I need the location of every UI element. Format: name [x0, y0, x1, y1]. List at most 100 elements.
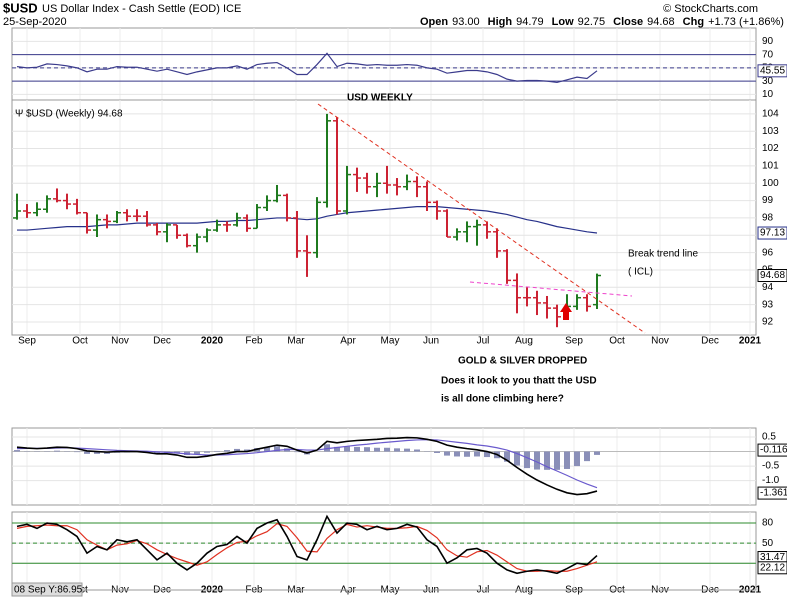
- histogram-bar: [224, 450, 230, 452]
- value-tag: 94.68: [760, 270, 785, 281]
- histogram-bar: [544, 451, 550, 470]
- support-line: [469, 281, 633, 297]
- histogram-bar: [394, 448, 400, 452]
- histogram-bar: [434, 451, 440, 453]
- y-tick-label: 96: [762, 247, 774, 258]
- histogram-bar: [214, 450, 220, 452]
- value-tag: 22.12: [760, 562, 785, 573]
- date: 25-Sep-2020: [3, 16, 67, 28]
- y-tick-label: 70: [762, 49, 774, 60]
- histogram-bar: [154, 451, 160, 454]
- histogram-bar: [554, 451, 560, 470]
- histogram-bar: [374, 447, 380, 452]
- value-tag-box: [757, 64, 787, 78]
- histogram-bar: [204, 451, 210, 453]
- macd-line: [16, 436, 598, 496]
- histogram-bar: [324, 444, 330, 452]
- histogram-bar: [84, 451, 90, 454]
- histogram-bar: [584, 451, 590, 462]
- annotation: is all done climbing here?: [441, 394, 564, 405]
- value-tag-box: [757, 443, 787, 457]
- x-tick-label: Jun: [423, 336, 439, 347]
- histogram-bar: [344, 446, 350, 452]
- annotation: USD WEEKLY: [347, 93, 413, 104]
- value-tag-box: [757, 269, 787, 283]
- y-tick-label: 100: [762, 178, 779, 189]
- x-tick-label: Oct: [72, 336, 88, 347]
- credit: © StockCharts.com: [663, 3, 758, 15]
- histogram-bar: [14, 450, 20, 452]
- value-tag: 31.47: [760, 552, 785, 563]
- histogram-bar: [244, 449, 250, 452]
- value-tag: 97.13: [760, 228, 785, 239]
- x-tick-label: Dec: [153, 336, 171, 347]
- x-tick-label: Nov: [111, 336, 129, 347]
- rsi-line: [16, 52, 598, 84]
- histogram-bar: [474, 451, 480, 457]
- y-tick-label: 98: [762, 213, 774, 224]
- annotation: ( ICL): [628, 267, 653, 278]
- histogram-bar: [524, 451, 530, 469]
- readout: 08 Sep Y:86.95: [14, 585, 83, 596]
- x-tick-label: Nov: [651, 336, 669, 347]
- value-tag-box: [757, 226, 787, 240]
- x-tick-label: 2020: [201, 336, 224, 347]
- arrow: [560, 303, 572, 320]
- signal-line: [16, 439, 598, 489]
- histogram-bar: [294, 451, 300, 453]
- y-tick-label: 94: [762, 282, 774, 293]
- x-tick-label: Apr: [340, 336, 356, 347]
- trend-line: [317, 103, 646, 334]
- quote-label: High: [488, 16, 513, 28]
- y-tick-label: 93: [762, 299, 774, 310]
- histogram-bar: [414, 449, 420, 452]
- stoch-d-line: [16, 523, 598, 572]
- quote-label: Close: [613, 16, 643, 28]
- y-tick-label: 0.5: [762, 432, 776, 443]
- x-tick-label: May: [381, 336, 400, 347]
- annotation: Does it look to you thatt the USD: [441, 376, 597, 387]
- histogram-bar: [94, 451, 100, 454]
- y-tick-label: 50: [762, 538, 774, 549]
- stoch-k-line: [16, 514, 598, 575]
- histogram-bar: [334, 446, 340, 452]
- x-tick-label: Sep: [18, 336, 36, 347]
- x-tick-label: Jul: [477, 336, 490, 347]
- x-tick-label: Oct: [609, 336, 625, 347]
- histogram-bar: [514, 451, 520, 466]
- readout-box: [11, 582, 83, 597]
- y-tick-label: 30: [762, 76, 774, 87]
- y-tick-label: 10: [762, 89, 774, 100]
- histogram-bar: [444, 451, 450, 456]
- y-tick-label: 92: [762, 317, 774, 328]
- histogram-bar: [594, 451, 600, 455]
- histogram-bar: [404, 448, 410, 452]
- y-tick-label: 99: [762, 195, 774, 206]
- quote-value: +1.73 (+1.86%): [708, 16, 784, 28]
- x-tick-label: Mar: [287, 336, 305, 347]
- histogram-bar: [484, 451, 490, 458]
- histogram-bar: [354, 446, 360, 452]
- symbol: $USD: [3, 0, 38, 15]
- histogram-bar: [384, 447, 390, 452]
- histogram-bar: [74, 451, 80, 453]
- histogram-bar: [364, 447, 370, 452]
- histogram-bar: [54, 450, 60, 452]
- moving-average: [17, 206, 598, 234]
- y-tick-label: -0.5: [762, 461, 780, 472]
- y-tick-label: 101: [762, 161, 779, 172]
- y-tick-label: -1.0: [762, 475, 780, 486]
- instrument-name: US Dollar Index - Cash Settle (EOD) ICE: [42, 3, 241, 15]
- histogram-bar: [234, 448, 240, 452]
- y-tick-label: 102: [762, 143, 779, 154]
- value-tag: -1.361: [760, 488, 787, 499]
- histogram-bar: [534, 451, 540, 470]
- quote-value: 92.75: [578, 16, 606, 28]
- x-tick-label: 2021: [739, 336, 762, 347]
- x-tick-label: Aug: [515, 336, 533, 347]
- histogram-bar: [504, 451, 510, 462]
- histogram-bar: [464, 451, 470, 457]
- value-tag-box: [757, 486, 787, 500]
- histogram-bar: [194, 451, 200, 455]
